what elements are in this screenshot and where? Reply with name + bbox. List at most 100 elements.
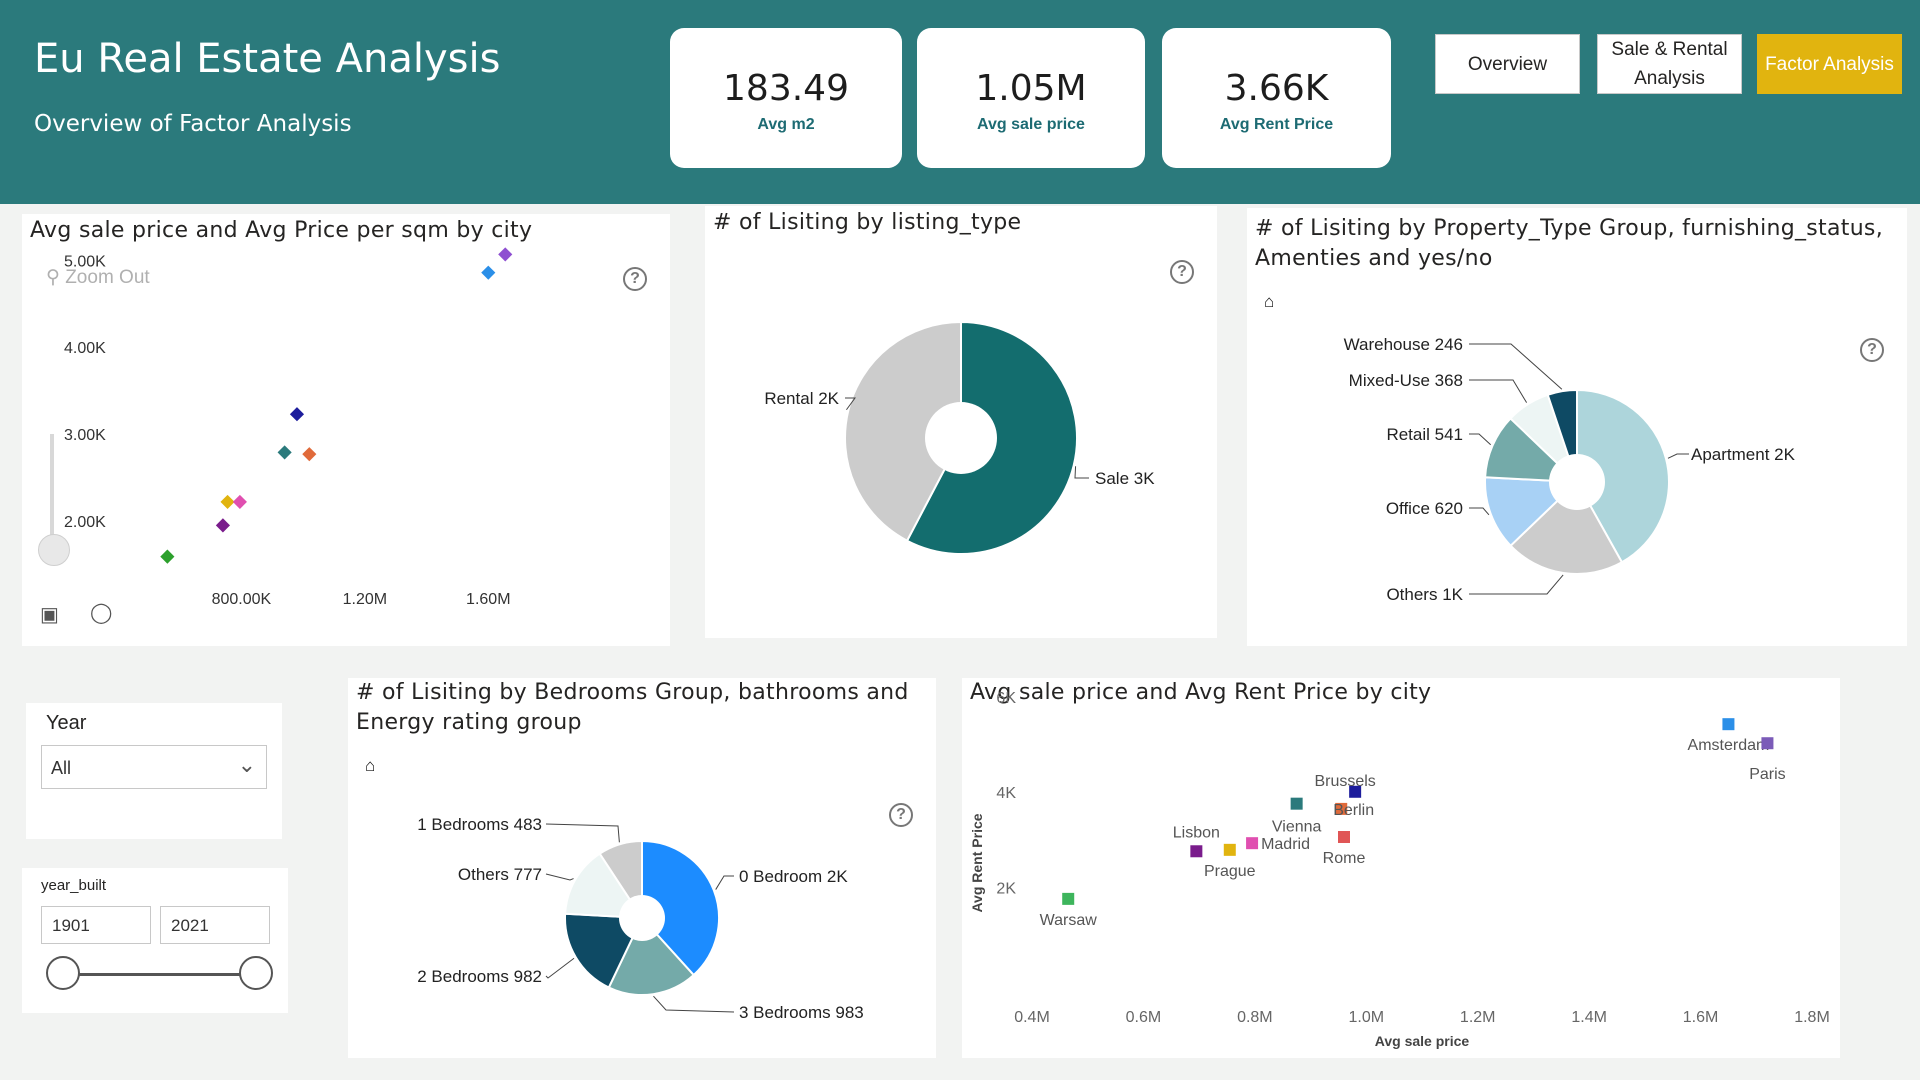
scatter-rent-panel: Avg sale price and Avg Rent Price by cit…: [962, 678, 1840, 1058]
panel-title: # of Lisiting by Property_Type Group, fu…: [1255, 216, 1883, 271]
year-dropdown-value: All: [51, 758, 72, 778]
y-tick-label: 6K: [996, 690, 1016, 707]
data-point: [1246, 837, 1259, 850]
slice-label: Apartment 2K: [1691, 445, 1796, 464]
x-tick-label: 1.20M: [343, 591, 387, 608]
nav-overview-button[interactable]: Overview: [1435, 34, 1580, 94]
y-tick-label: 2.00K: [64, 514, 106, 531]
slice-label: Sale 3K: [1095, 469, 1155, 488]
kpi-label: Avg Rent Price: [1219, 116, 1334, 133]
leader-line: [845, 397, 856, 411]
kpi-card-avg-rent-price: 3.66K Avg Rent Price: [1162, 28, 1391, 168]
zoom-out-button[interactable]: ⚲ Zoom Out: [46, 266, 150, 289]
kpi-label: Avg m2: [757, 116, 815, 133]
point-label: Vienna: [1272, 819, 1322, 836]
data-point: [481, 265, 496, 280]
scatter-price-sqm-panel: Avg sale price and Avg Price per sqm by …: [22, 214, 670, 646]
x-tick-label: 0.8M: [1237, 1009, 1273, 1026]
point-label: Madrid: [1261, 836, 1310, 853]
year-dropdown[interactable]: All ⌄: [41, 745, 267, 789]
donut-property-type-chart: Apartment 2K Others 1K Office 620 Retail 54…: [1344, 335, 1796, 604]
kpi-label: Avg sale price: [977, 116, 1085, 133]
point-label: Prague: [1204, 863, 1256, 880]
leader-line: [545, 823, 620, 843]
nav-sale-rental-button[interactable]: Sale & Rental Analysis: [1597, 34, 1742, 94]
donut-listing-type-panel: # of Lisiting by listing_type ? Sale 3K R…: [705, 206, 1217, 638]
x-tick-label: 1.60M: [466, 591, 510, 608]
zoom-slider-handle[interactable]: [38, 534, 70, 566]
help-icon[interactable]: ?: [1170, 260, 1194, 284]
slice-label: Office 620: [1386, 499, 1463, 518]
scatter-rent-chart: 2K 4K 6K 0.4M 0.6M 0.8M 1.0M 1.2M 1.4M 1.6M 1.8M Av…: [969, 690, 1830, 1049]
home-icon[interactable]: ⌂: [365, 756, 376, 775]
x-tick-label: 0.4M: [1014, 1009, 1050, 1026]
slicer-title: Year: [46, 712, 87, 734]
data-point: [498, 247, 513, 262]
leader-line: [1469, 343, 1563, 390]
point-label: Brussels: [1314, 773, 1375, 790]
chevron-down-icon: ⌄: [237, 752, 256, 777]
leader-line: [545, 873, 574, 881]
x-tick-label: 1.0M: [1348, 1009, 1384, 1026]
data-point: [1338, 830, 1350, 843]
donut-slice: [1509, 480, 1624, 575]
donut-bedrooms-chart: 0 Bedroom 2K 3 Bedrooms 983 2 Bedrooms 982…: [417, 815, 864, 1022]
help-icon[interactable]: ?: [889, 803, 913, 827]
nav-factor-analysis-button[interactable]: Factor Analysis: [1757, 34, 1902, 94]
slice-label: 0 Bedroom 2K: [739, 867, 848, 886]
header-bar: Eu Real Estate Analysis Overview of Fact…: [0, 0, 1920, 204]
x-tick-label: 1.8M: [1794, 1009, 1830, 1026]
app-title: Eu Real Estate Analysis: [34, 36, 501, 82]
y-tick-label: 4.00K: [64, 340, 106, 357]
donut-hole: [619, 895, 665, 941]
camera-icon[interactable]: ▣: [40, 604, 59, 626]
data-point: [1062, 892, 1075, 905]
data-point: [1335, 802, 1348, 815]
donut-slice: [607, 916, 696, 996]
slice-label: Warehouse 246: [1344, 335, 1463, 354]
year-built-max-input[interactable]: 2021: [160, 906, 270, 944]
slice-label: Retail 541: [1386, 425, 1463, 444]
leader-line: [1469, 379, 1528, 403]
leader-line: [715, 875, 734, 890]
donut-slice: [1576, 388, 1670, 564]
donut-hole: [925, 402, 997, 474]
help-icon[interactable]: ?: [1860, 338, 1884, 362]
panel-title: Avg sale price and Avg Rent Price by cit…: [970, 680, 1432, 705]
data-point: [220, 494, 235, 509]
leader-line: [1667, 453, 1689, 459]
year-built-slicer: year_built 1901 2021: [22, 868, 288, 1013]
data-point: [1223, 843, 1236, 856]
app-subtitle: Overview of Factor Analysis: [34, 111, 352, 137]
help-icon[interactable]: ?: [623, 267, 647, 291]
panel-title: Avg sale price and Avg Price per sqm by …: [30, 218, 533, 243]
panel-title: # of Lisiting by listing_type: [713, 210, 1022, 235]
donut-slice: [641, 839, 720, 977]
min-value: 1901: [52, 916, 90, 935]
data-point: [289, 407, 305, 422]
year-built-min-input[interactable]: 1901: [41, 906, 151, 944]
y-axis-title: Avg Rent Price: [969, 813, 985, 912]
donut-slice: [564, 912, 644, 989]
point-label: Berlin: [1333, 802, 1374, 819]
x-axis-title: Avg sale price: [1375, 1033, 1470, 1049]
leader-line: [653, 995, 735, 1013]
y-tick-label: 3.00K: [64, 427, 106, 444]
slice-label: 3 Bedrooms 983: [739, 1003, 864, 1022]
range-slider-min-handle[interactable]: [46, 956, 80, 990]
x-tick-label: 1.6M: [1683, 1009, 1719, 1026]
zoom-slider-track[interactable]: [50, 434, 54, 554]
data-point: [1349, 785, 1362, 798]
home-icon[interactable]: ⌂: [1264, 292, 1275, 311]
zoom-out-label: Zoom Out: [65, 267, 150, 288]
leader-line: [545, 957, 575, 979]
lasso-icon[interactable]: ◯: [90, 602, 113, 624]
data-point: [1190, 845, 1203, 858]
donut-slice: [844, 320, 962, 543]
donut-listing-type-chart: Sale 3K Rental 2K: [764, 320, 1155, 555]
point-label: Lisbon: [1173, 824, 1220, 841]
year-slicer: Year All ⌄: [26, 703, 282, 839]
leader-line: [1469, 507, 1490, 516]
range-slider-max-handle[interactable]: [239, 956, 273, 990]
slice-label: Others 1K: [1386, 585, 1463, 604]
